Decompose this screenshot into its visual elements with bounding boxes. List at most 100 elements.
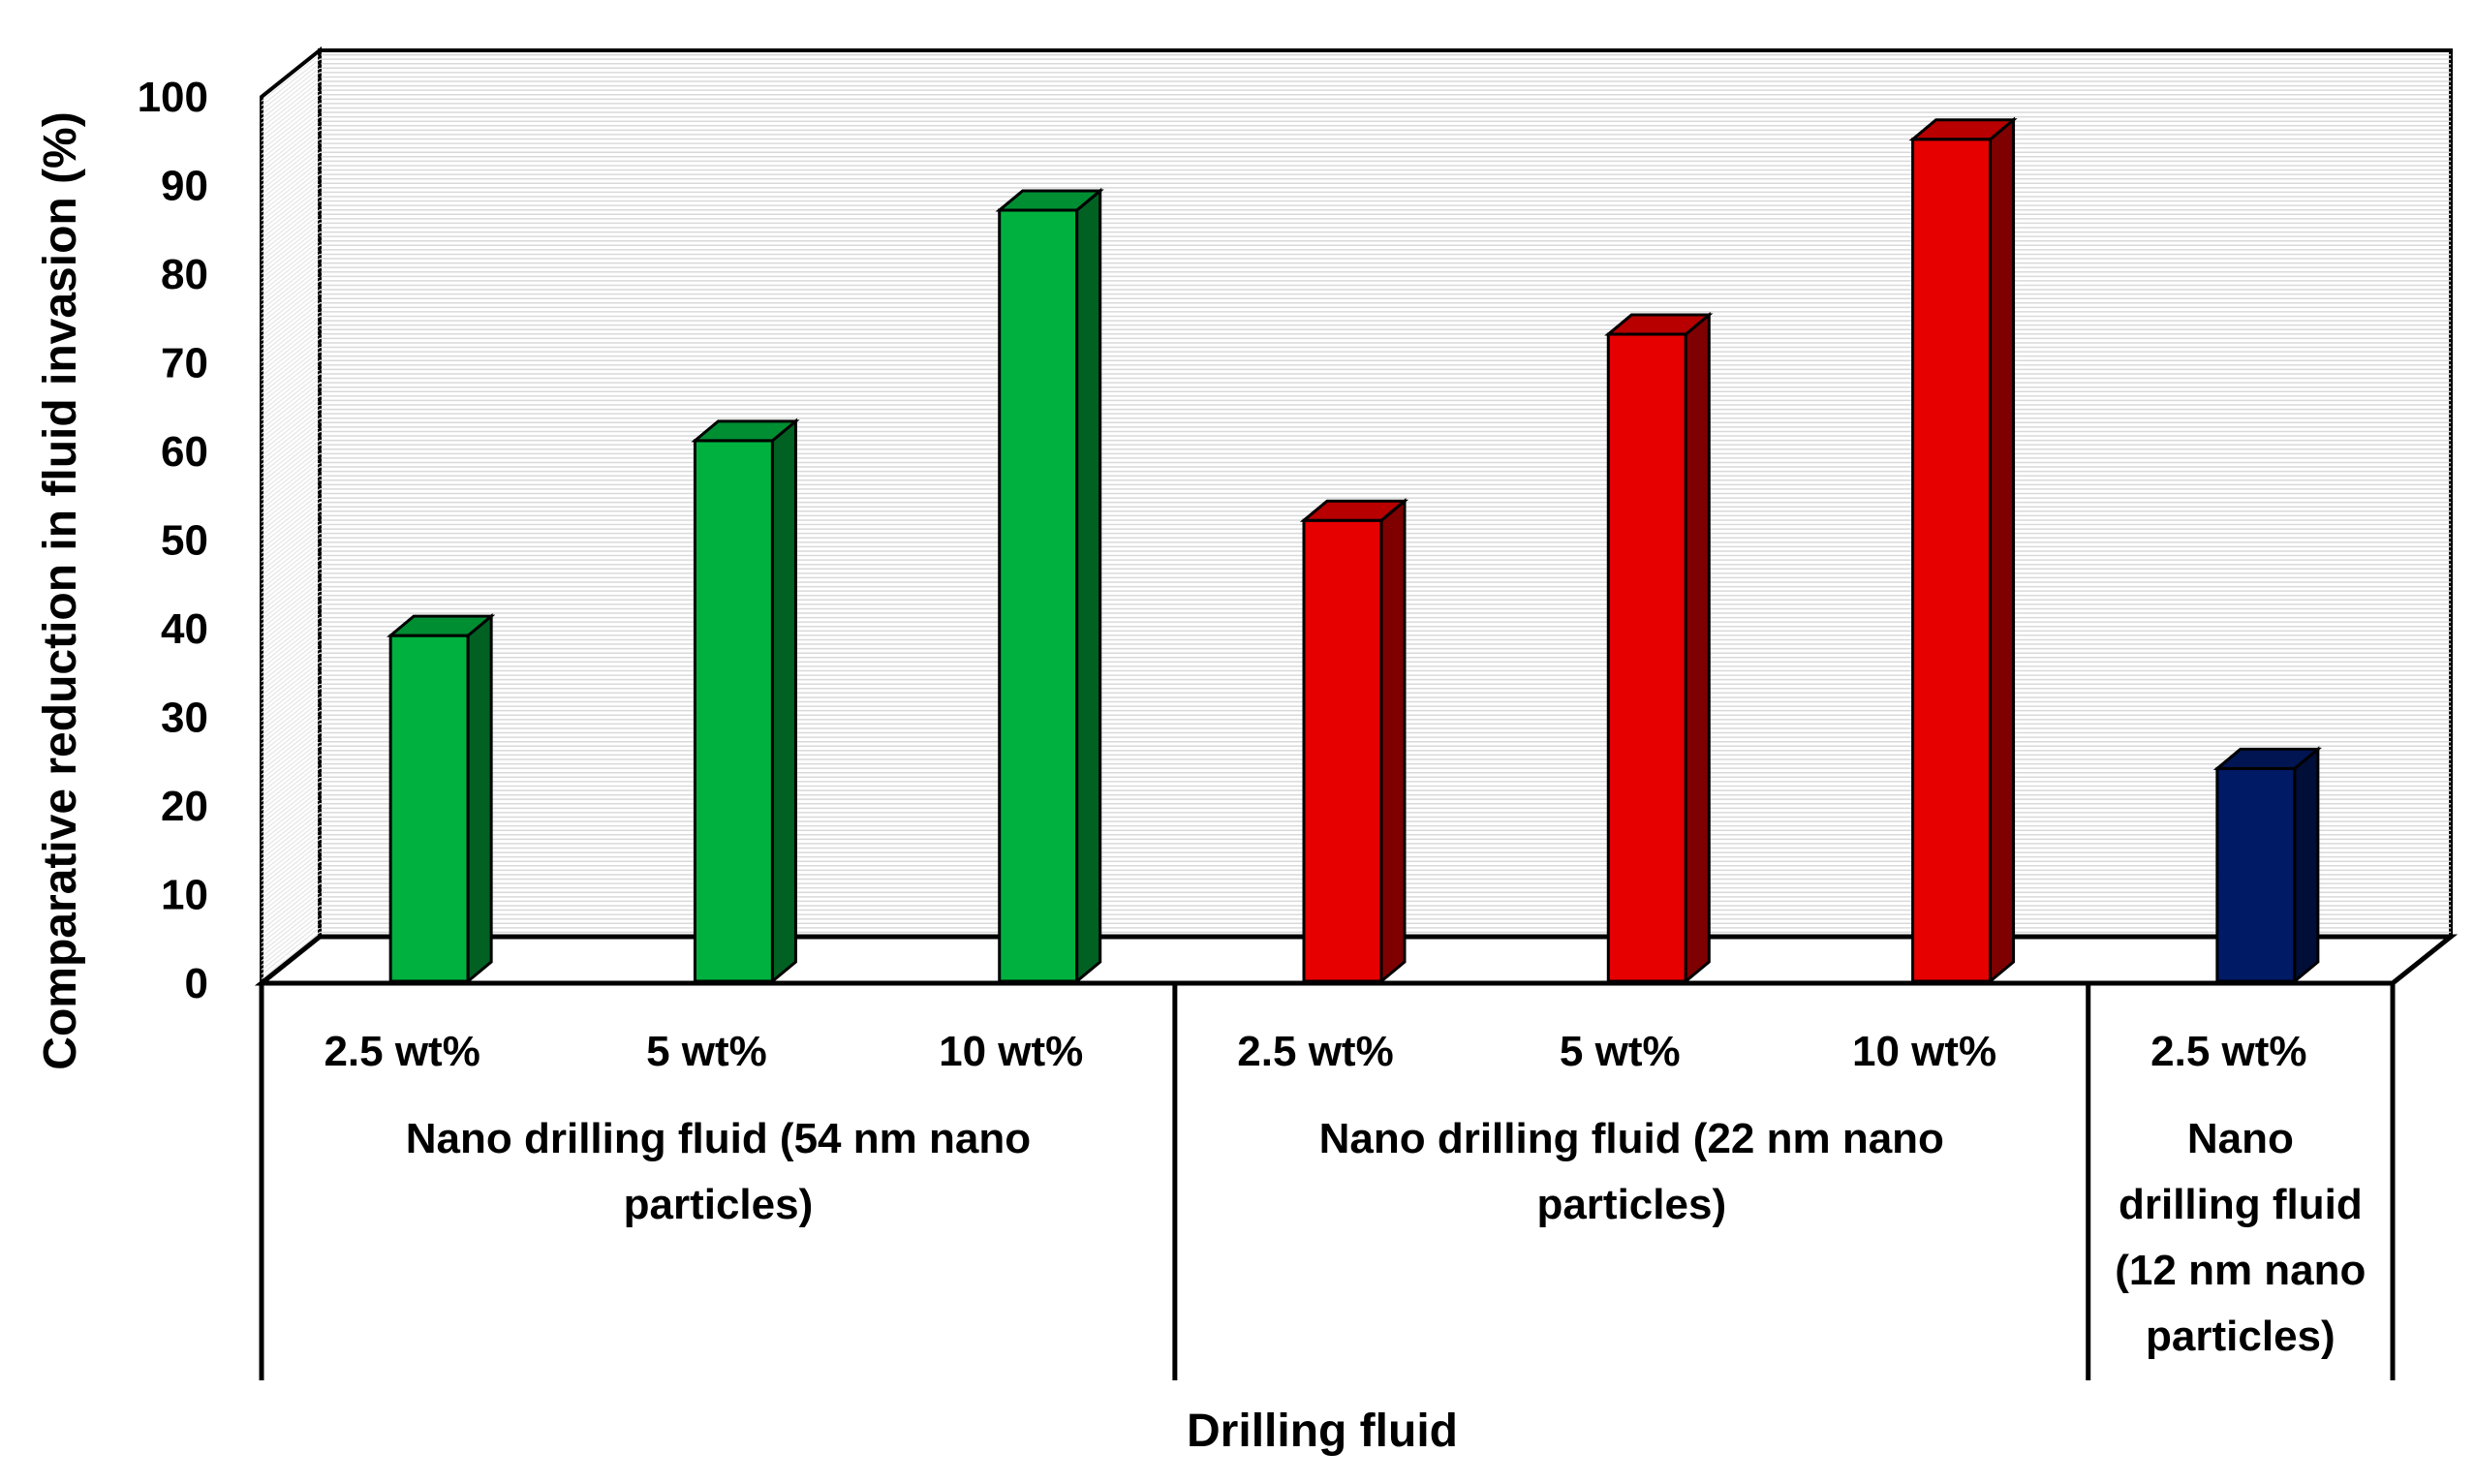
side-gridline (261, 209, 321, 258)
side-gridline (261, 519, 321, 568)
side-gridline (261, 173, 321, 222)
side-gridline (261, 351, 321, 399)
side-gridline (261, 435, 321, 483)
side-gridline (261, 417, 321, 466)
bar-top (2212, 747, 2323, 770)
side-gridline (261, 85, 321, 134)
side-gridline (261, 311, 321, 359)
side-gridline (261, 67, 321, 115)
side-gridline (261, 395, 321, 444)
side-gridline (261, 807, 321, 855)
side-gridline (261, 537, 321, 585)
side-gridline (261, 249, 321, 297)
side-gridline (261, 564, 321, 612)
bar-side (1684, 311, 1711, 985)
y-tick-label: 70 (161, 340, 208, 387)
side-gridline (261, 466, 321, 514)
x-category-label: 10 wt% (1852, 1028, 1996, 1075)
side-gridline (261, 280, 321, 328)
side-gridline (261, 390, 321, 439)
side-gridline (261, 479, 321, 528)
side-gridline (261, 670, 321, 718)
side-gridline (261, 94, 321, 142)
side-gridline (261, 781, 321, 829)
side-gridline (261, 227, 321, 275)
side-gridline (261, 266, 321, 315)
side-gridline (261, 626, 321, 674)
x-group-label-line: (12 nm nano (2115, 1247, 2366, 1294)
side-gridline (261, 860, 321, 909)
side-gridline (261, 125, 321, 173)
side-gridline (261, 533, 321, 581)
side-gridline (261, 306, 321, 355)
side-gridline (261, 674, 321, 723)
side-gridline (261, 581, 321, 630)
side-gridline (261, 754, 321, 802)
side-gridline (261, 240, 321, 289)
side-gridline (261, 263, 321, 311)
side-gridline (261, 448, 321, 497)
side-gridline (261, 151, 321, 200)
side-gridline (261, 559, 321, 607)
x-axis-title: Drilling fluid (1187, 1406, 1458, 1457)
side-gridline (261, 545, 321, 594)
side-gridline (261, 838, 321, 886)
side-gridline (261, 882, 321, 931)
bar-side (2293, 746, 2320, 985)
side-gridline (261, 462, 321, 510)
side-gridline (261, 772, 321, 820)
side-gridline (261, 576, 321, 625)
side-gridline (261, 430, 321, 479)
side-gridline (261, 187, 321, 235)
side-gridline (261, 218, 321, 266)
y-tick-labels: 0 10 20 30 40 50 60 70 80 90 100 (138, 74, 208, 1007)
x-category-label: 5 wt% (646, 1028, 767, 1075)
side-gridline (261, 356, 321, 404)
side-gridline (261, 874, 321, 922)
side-gridline (261, 639, 321, 687)
x-group-label: Nano drilling fluid (12 nm nano particles) (2115, 1115, 2366, 1360)
side-gridline (261, 794, 321, 843)
side-gridline (261, 89, 321, 138)
side-gridline (261, 502, 321, 550)
side-gridline (261, 413, 321, 461)
x-category-label: 2.5 wt% (2150, 1028, 2306, 1075)
side-gridline (261, 829, 321, 878)
x-category-labels: 2.5 wt% 5 wt% 10 wt% 2.5 wt% 5 wt% 10 wt% 2.5 … (324, 1028, 2306, 1075)
y-tick-label: 80 (161, 251, 208, 298)
bars (386, 116, 2323, 985)
side-gridline (261, 701, 321, 749)
side-gridline (261, 634, 321, 683)
side-gridline (261, 776, 321, 824)
side-gridline (261, 204, 321, 253)
side-gridline (261, 767, 321, 816)
side-gridline (261, 741, 321, 789)
side-gridline (261, 617, 321, 665)
side-gridline (261, 116, 321, 165)
side-gridline (261, 869, 321, 917)
side-gridline (261, 820, 321, 869)
side-gridline (261, 294, 321, 342)
side-gridline (261, 763, 321, 812)
x-group-label-line: particles) (2146, 1313, 2336, 1360)
side-gridline (261, 222, 321, 270)
side-gridline (261, 253, 321, 301)
bar-side (1989, 116, 2016, 985)
side-gridline (261, 297, 321, 346)
y-tick-label: 30 (161, 695, 208, 742)
side-gridline (261, 661, 321, 709)
side-gridline (261, 63, 321, 111)
y-tick-label: 60 (161, 428, 208, 476)
bar-front (693, 439, 774, 983)
side-gridline (261, 843, 321, 891)
side-gridline (261, 165, 321, 213)
side-gridline (261, 607, 321, 656)
x-group-label-line: Nano (2187, 1115, 2294, 1162)
side-gridline (261, 316, 321, 363)
side-gridline (261, 887, 321, 936)
bar (995, 187, 1104, 985)
side-gridline (261, 643, 321, 692)
side-gridline (261, 879, 321, 926)
side-gridline (261, 719, 321, 767)
